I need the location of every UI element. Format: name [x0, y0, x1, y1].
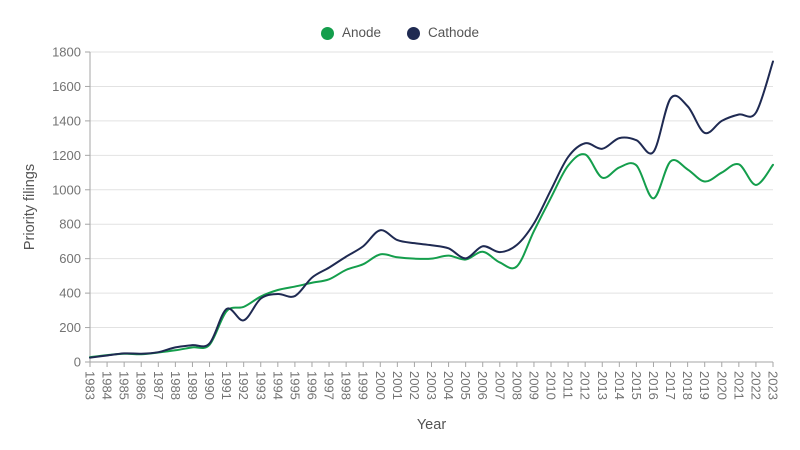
- x-tick-label: 2009: [526, 371, 541, 400]
- y-tick-label: 1800: [52, 45, 81, 60]
- y-tick-label: 0: [74, 355, 81, 370]
- x-tick-label: 2004: [441, 371, 456, 400]
- x-tick-label: 1993: [253, 371, 268, 400]
- x-tick-label: 2001: [390, 371, 405, 400]
- legend-item-anode[interactable]: Anode: [320, 25, 381, 41]
- x-tick-label: 2020: [714, 371, 729, 400]
- x-tick-label: 1990: [202, 371, 217, 400]
- x-tick-label: 1995: [287, 371, 302, 400]
- x-axis-title: Year: [416, 417, 447, 433]
- y-tick-label: 1200: [52, 148, 81, 163]
- cathode-swatch-icon: [407, 26, 420, 40]
- x-tick-label: 1996: [304, 371, 319, 400]
- x-tick-label: 2006: [475, 371, 490, 400]
- y-tick-label: 800: [59, 217, 81, 232]
- x-tick-label: 2011: [561, 371, 576, 399]
- y-tick-label: 600: [59, 251, 81, 266]
- x-tick-label: 1997: [322, 371, 337, 400]
- y-tick-label: 400: [59, 286, 81, 301]
- x-tick-label: 1994: [270, 371, 285, 400]
- x-tick-label: 2014: [612, 371, 627, 400]
- x-tick-label: 2005: [458, 371, 473, 400]
- x-tick-label: 2021: [731, 371, 746, 400]
- x-tick-label: 2022: [748, 371, 763, 400]
- legend: Anode Cathode: [0, 25, 800, 41]
- x-tick-label: 2007: [492, 371, 507, 400]
- x-tick-label: 1989: [185, 371, 200, 400]
- y-tick-label: 1000: [52, 182, 81, 197]
- x-tick-label: 2017: [663, 371, 678, 400]
- x-tick-label: 2015: [629, 371, 644, 400]
- y-tick-label: 200: [59, 320, 81, 335]
- y-tick-label: 1600: [52, 79, 81, 94]
- x-tick-label: 2016: [646, 371, 661, 400]
- x-tick-label: 2003: [424, 371, 439, 400]
- anode-swatch-icon: [320, 26, 334, 40]
- legend-item-cathode[interactable]: Cathode: [407, 25, 479, 41]
- x-tick-label: 1999: [356, 371, 371, 400]
- x-tick-label: 1984: [100, 371, 115, 400]
- anode-line: [89, 153, 774, 359]
- x-tick-label: 1985: [117, 371, 132, 400]
- x-tick-label: 1987: [151, 371, 166, 400]
- x-tick-label: 2010: [544, 371, 559, 400]
- y-axis-title: Priority filings: [22, 163, 38, 251]
- x-tick-label: 1986: [134, 371, 149, 400]
- x-tick-label: 2013: [595, 371, 610, 400]
- x-tick-label: 2002: [407, 371, 422, 400]
- x-tick-label: 2019: [697, 371, 712, 400]
- y-tick-label: 1400: [52, 113, 81, 128]
- x-tick-label: 1992: [236, 371, 251, 400]
- legend-label-anode: Anode: [341, 25, 381, 40]
- x-tick-label: 2000: [373, 371, 388, 400]
- x-tick-label: 1991: [219, 371, 234, 400]
- x-tick-label: 2008: [509, 371, 524, 400]
- x-tick-label: 1988: [168, 371, 183, 400]
- x-tick-label: 2023: [766, 371, 781, 400]
- legend-label-cathode: Cathode: [428, 25, 480, 40]
- x-tick-label: 2012: [578, 371, 593, 400]
- x-tick-label: 2018: [680, 371, 695, 400]
- x-tick-label: 1983: [83, 371, 98, 400]
- cathode-line: [89, 60, 774, 359]
- x-tick-label: 1998: [339, 371, 354, 400]
